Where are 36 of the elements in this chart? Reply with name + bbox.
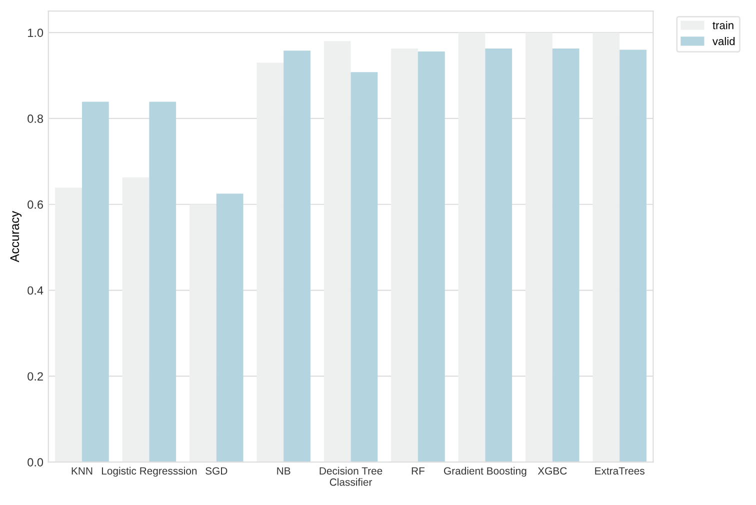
bar	[620, 50, 646, 462]
x-tick-label: RF	[412, 467, 425, 474]
bar	[82, 102, 109, 462]
bar	[391, 48, 418, 462]
bar	[526, 32, 552, 462]
bar	[350, 72, 378, 462]
bar	[190, 204, 216, 462]
legend-label: train	[712, 21, 734, 30]
bar	[592, 32, 620, 462]
bar	[418, 51, 445, 462]
y-axis-title: Accuracy	[10, 210, 22, 262]
bar	[256, 62, 284, 462]
x-tick-label: NB	[277, 467, 290, 474]
bar	[458, 32, 486, 462]
bar	[552, 48, 580, 462]
bar	[284, 50, 310, 462]
bar	[216, 194, 244, 462]
x-tick-label: ExtraTrees	[595, 467, 644, 475]
bar	[485, 48, 512, 462]
bar	[122, 177, 150, 462]
y-tick-label: 0.8	[28, 114, 44, 123]
x-tick-label: XGBC	[538, 467, 567, 475]
bar	[324, 41, 351, 462]
x-tick-label: KNN	[72, 467, 92, 474]
legend-label: valid	[712, 37, 735, 46]
y-tick-label: 0.0	[28, 458, 44, 466]
y-tick-label: 1.0	[28, 28, 44, 37]
x-tick-label: Gradient Boosting	[444, 466, 526, 477]
y-tick-label: 0.2	[28, 372, 43, 381]
y-tick-label: 0.6	[28, 200, 44, 209]
x-tick-label: SGD	[206, 467, 228, 475]
bar	[149, 102, 176, 462]
bar	[55, 188, 82, 462]
y-tick-label: 0.4	[28, 286, 44, 295]
x-tick-label: Decision Tree Classifier	[320, 466, 382, 486]
x-tick-label: Logistic Regresssion	[102, 466, 197, 477]
